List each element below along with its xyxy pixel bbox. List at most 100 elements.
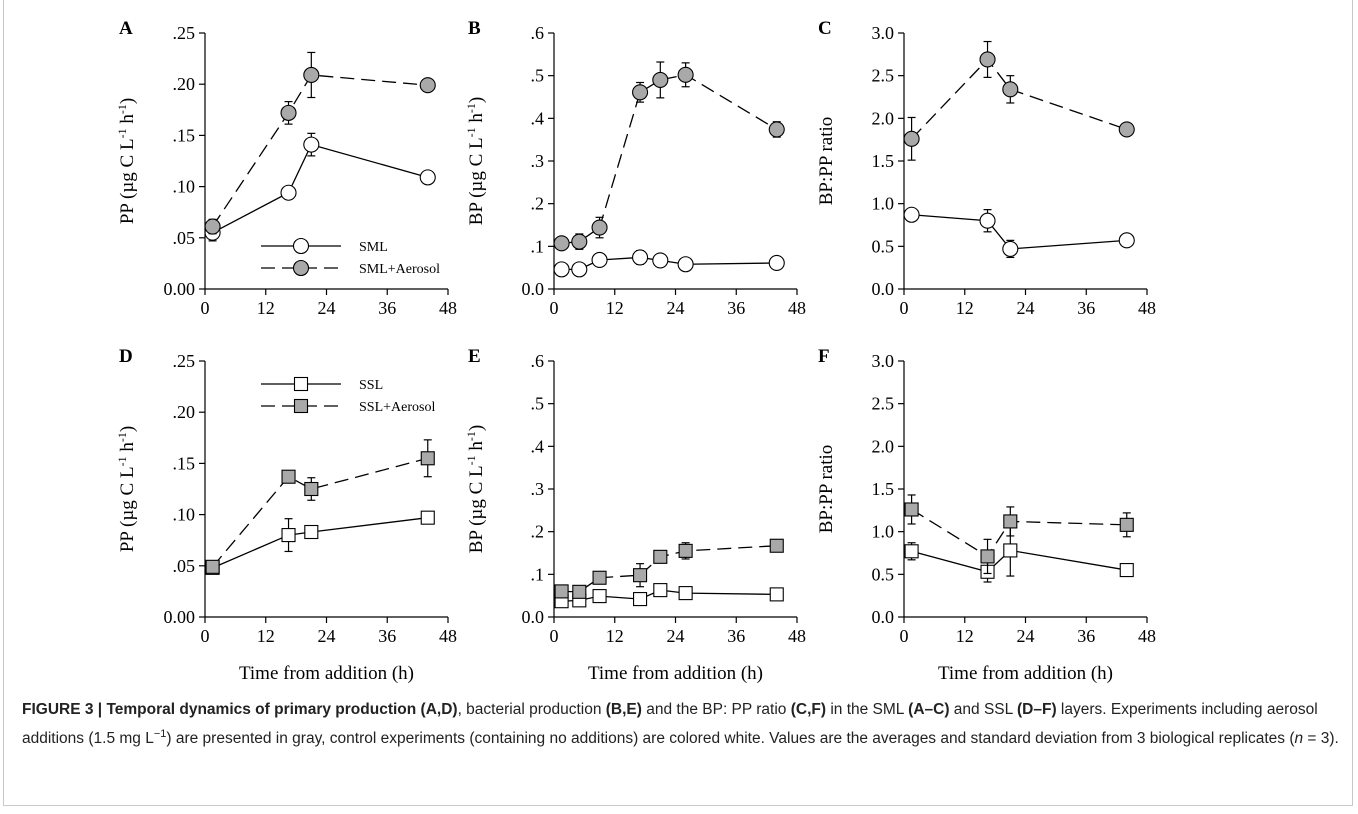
x-tick-label: 24 bbox=[1017, 298, 1035, 318]
y-tick-label: .1 bbox=[531, 564, 545, 584]
legend-marker bbox=[292, 237, 310, 255]
y-tick-label: 2.5 bbox=[872, 66, 895, 86]
y-label-sup: -1 bbox=[115, 128, 129, 138]
y-tick-label: .3 bbox=[531, 479, 545, 499]
x-tick-label: 48 bbox=[439, 626, 457, 646]
caption-segment-7: (A–C) bbox=[908, 701, 950, 718]
y-tick-label: .05 bbox=[173, 228, 196, 248]
x-tick-label: 36 bbox=[378, 626, 396, 646]
panel-c: C 0.0 0.5 1.0 1.5 2.0 2.5 3.0 0 12 24 36 48 BP:PP rat… bbox=[816, 18, 1156, 318]
x-tick-label: 24 bbox=[318, 298, 336, 318]
y-tick-label: 0.00 bbox=[164, 607, 196, 627]
series-line bbox=[911, 508, 1127, 558]
y-tick-label: .2 bbox=[531, 522, 545, 542]
y-axis-label: BP (µg C L-1 h-1) bbox=[464, 425, 487, 553]
y-tick-label: 0.5 bbox=[872, 236, 895, 256]
caption-segment-1: (A,D) bbox=[420, 701, 458, 718]
y-tick-label: 1.5 bbox=[872, 479, 895, 499]
y-tick-label: 1.0 bbox=[872, 522, 895, 542]
y-axis-label: PP (µg C L-1 h-1) bbox=[115, 426, 138, 552]
data-point bbox=[281, 469, 296, 484]
data-point bbox=[980, 549, 995, 564]
x-tick-label: 36 bbox=[727, 626, 745, 646]
y-label-sup: -1 bbox=[464, 455, 478, 465]
data-point bbox=[420, 510, 435, 525]
data-point bbox=[1119, 517, 1134, 532]
caption-segment-5: (C,F) bbox=[790, 701, 827, 718]
caption-segment-2: , bacterial production bbox=[457, 701, 606, 718]
data-point bbox=[281, 528, 296, 543]
y-tick-label: 0.0 bbox=[872, 279, 895, 299]
y-tick-label: 0.0 bbox=[522, 607, 545, 627]
x-tick-label: 12 bbox=[257, 298, 275, 318]
data-point bbox=[572, 584, 587, 599]
y-tick-label: .20 bbox=[173, 74, 196, 94]
y-label-sup: -1 bbox=[115, 456, 129, 466]
data-point bbox=[769, 538, 784, 553]
x-tick-label: 0 bbox=[900, 626, 909, 646]
x-tick-label: 48 bbox=[1138, 626, 1156, 646]
x-tick-label: 36 bbox=[1077, 626, 1095, 646]
data-point bbox=[553, 261, 570, 278]
data-point bbox=[904, 544, 919, 559]
x-tick-label: 36 bbox=[727, 298, 745, 318]
y-tick-label: .10 bbox=[173, 177, 196, 197]
y-label-part: h bbox=[117, 114, 138, 129]
x-tick-label: 0 bbox=[550, 298, 559, 318]
figure-caption: FIGURE 3 | Temporal dynamics of primary … bbox=[22, 697, 1342, 751]
x-tick-label: 12 bbox=[606, 298, 624, 318]
panel-f: F 0.0 0.5 1.0 1.5 2.0 2.5 3.0 0 12 24 36 48 BP:PP rat… bbox=[816, 346, 1156, 684]
data-point bbox=[1118, 232, 1135, 249]
legend-label: SML bbox=[359, 240, 388, 255]
series-line bbox=[212, 143, 428, 234]
data-point bbox=[979, 51, 996, 68]
legend-label: SSL+Aerosol bbox=[359, 400, 435, 415]
panel-letter: C bbox=[818, 18, 832, 39]
y-label-sup: -1 bbox=[464, 431, 478, 441]
y-tick-label: .3 bbox=[531, 151, 545, 171]
y-tick-label: 3.0 bbox=[872, 351, 895, 371]
series-sml-aerosol bbox=[553, 61, 785, 252]
series-line bbox=[212, 517, 428, 569]
legend-label: SML+Aerosol bbox=[359, 262, 440, 277]
y-label-sup: -1 bbox=[464, 127, 478, 137]
y-tick-label: 0.00 bbox=[164, 279, 196, 299]
data-point bbox=[1002, 81, 1019, 98]
data-point bbox=[652, 252, 669, 269]
x-tick-label: 12 bbox=[257, 626, 275, 646]
y-tick-label: 2.0 bbox=[872, 108, 895, 128]
caption-segment-3: (B,E) bbox=[605, 701, 642, 718]
data-point bbox=[592, 589, 607, 604]
data-point bbox=[678, 543, 693, 558]
data-point bbox=[768, 254, 785, 272]
y-axis-label: BP (µg C L-1 h-1) bbox=[464, 97, 487, 225]
series-line bbox=[911, 58, 1127, 140]
data-point bbox=[632, 84, 649, 101]
panel-letter: E bbox=[468, 346, 481, 367]
series-line bbox=[212, 457, 428, 568]
x-tick-label: 0 bbox=[201, 298, 210, 318]
data-point bbox=[633, 592, 648, 607]
panel-letter: F bbox=[818, 346, 830, 367]
y-tick-label: 1.5 bbox=[872, 151, 895, 171]
y-label-part: h bbox=[466, 441, 487, 456]
data-point bbox=[280, 104, 297, 121]
y-tick-label: .25 bbox=[173, 351, 196, 371]
y-tick-label: .6 bbox=[531, 23, 545, 43]
y-tick-label: 1.0 bbox=[872, 194, 895, 214]
x-tick-label: 36 bbox=[378, 298, 396, 318]
data-point bbox=[280, 184, 297, 201]
x-tick-label: 36 bbox=[1077, 298, 1095, 318]
y-tick-label: .20 bbox=[173, 402, 196, 422]
series-ssl-aerosol bbox=[904, 494, 1134, 575]
y-tick-label: .4 bbox=[531, 108, 545, 128]
data-point bbox=[591, 219, 608, 236]
panel-letter: A bbox=[119, 18, 133, 39]
x-tick-label: 24 bbox=[1017, 626, 1035, 646]
series-sml bbox=[553, 249, 785, 278]
legend-marker bbox=[293, 398, 309, 414]
caption-segment-6: in the SML bbox=[826, 701, 909, 718]
x-tick-label: 48 bbox=[439, 298, 457, 318]
